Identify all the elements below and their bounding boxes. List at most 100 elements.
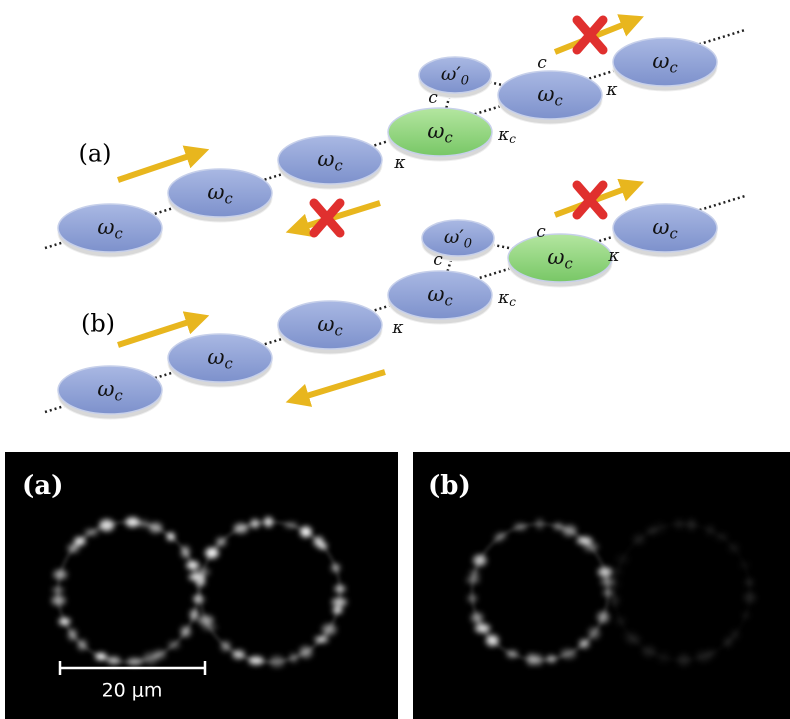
speckle: [616, 554, 630, 564]
coupling-label: κ: [393, 153, 405, 173]
speckle: [642, 646, 656, 657]
speckle: [657, 652, 670, 663]
speckle: [196, 568, 210, 577]
speckle: [167, 533, 175, 541]
coupling-label: c: [433, 250, 443, 270]
speckle: [99, 519, 114, 531]
speckle: [715, 533, 728, 540]
symbol: ω: [97, 215, 114, 239]
speckle: [232, 650, 245, 659]
subscript: c: [509, 295, 516, 309]
speckle: [107, 657, 120, 665]
speckle: [696, 651, 711, 662]
speckle: [633, 534, 645, 544]
speckle: [139, 520, 150, 528]
speckle: [318, 543, 327, 549]
speckle: [196, 577, 205, 586]
speckle: [560, 649, 576, 659]
speckle: [68, 629, 77, 641]
symbol: ω: [547, 245, 564, 269]
speckle: [744, 592, 756, 603]
speckle: [332, 598, 347, 607]
subscript: c: [509, 132, 516, 146]
speckle: [84, 529, 98, 536]
subscript: c: [669, 225, 677, 242]
subscript: 0: [464, 236, 473, 251]
speckle: [687, 519, 697, 530]
symbol: ω′: [444, 226, 464, 248]
speckle: [603, 589, 613, 597]
speckle: [706, 525, 715, 535]
symbol: κ: [391, 318, 403, 338]
speckle: [615, 617, 626, 626]
speckle: [52, 587, 64, 594]
speckle: [553, 523, 563, 530]
speckle: [78, 640, 87, 651]
speckle: [315, 636, 329, 642]
speckle: [181, 626, 191, 637]
speckle: [289, 653, 298, 662]
speckle: [497, 532, 507, 539]
subscript: 0: [461, 73, 470, 88]
speckle: [149, 522, 162, 532]
speckle: [168, 641, 180, 648]
subscript: c: [334, 322, 342, 339]
speckle: [248, 656, 263, 664]
coupling-label: κc: [497, 288, 516, 310]
symbol: c: [536, 222, 546, 242]
subscript: c: [114, 225, 122, 242]
coupling-label: κ: [605, 80, 617, 100]
speckle: [221, 641, 231, 651]
subscript: c: [564, 255, 572, 272]
speckle: [59, 618, 71, 625]
speckle: [74, 537, 86, 546]
speckle: [652, 522, 666, 533]
coupling-label: κ: [391, 318, 403, 338]
symbol: ω: [427, 282, 444, 306]
subscript: c: [224, 355, 232, 372]
speckle: [597, 611, 609, 623]
speckle: [331, 564, 340, 572]
panel-label: (b): [81, 310, 115, 338]
speckle: [299, 646, 312, 658]
subscript: c: [114, 387, 122, 404]
scale-bar-label: 20 μm: [102, 680, 163, 702]
speckle: [526, 654, 536, 666]
speckle: [198, 615, 213, 625]
speckle: [742, 612, 750, 619]
speckle: [546, 655, 556, 662]
symbol: κ: [497, 125, 509, 145]
subscript: c: [444, 129, 452, 146]
symbol: ω: [652, 215, 669, 239]
speckle: [322, 624, 336, 635]
coupling-label: κ: [607, 246, 619, 266]
speckle: [739, 562, 750, 569]
coupling-label: κc: [497, 125, 516, 147]
symbol: ω: [207, 180, 224, 204]
speckle: [562, 525, 576, 536]
speckle: [205, 547, 218, 558]
symbol: ω: [317, 147, 334, 171]
symbol: ω: [427, 119, 444, 143]
speckle: [674, 519, 684, 529]
coupling-label: c: [536, 222, 546, 242]
coupling-label: c: [428, 88, 438, 108]
panel-label: (a): [78, 140, 111, 168]
speckle: [471, 613, 483, 624]
speckle: [264, 517, 273, 527]
speckle: [588, 627, 600, 639]
speckle: [507, 650, 518, 657]
image-label: (a): [22, 471, 63, 501]
image-label: (b): [428, 471, 471, 501]
speckle: [730, 630, 739, 641]
speckle: [745, 579, 754, 587]
symbol: κ: [393, 153, 405, 173]
speckle: [608, 578, 621, 590]
speckle: [724, 637, 733, 647]
coupling-label: c: [537, 53, 547, 73]
speckle: [579, 639, 589, 648]
speckle: [202, 624, 217, 630]
symbol: ω: [652, 49, 669, 73]
speckle: [216, 537, 226, 546]
symbol: κ: [605, 80, 617, 100]
